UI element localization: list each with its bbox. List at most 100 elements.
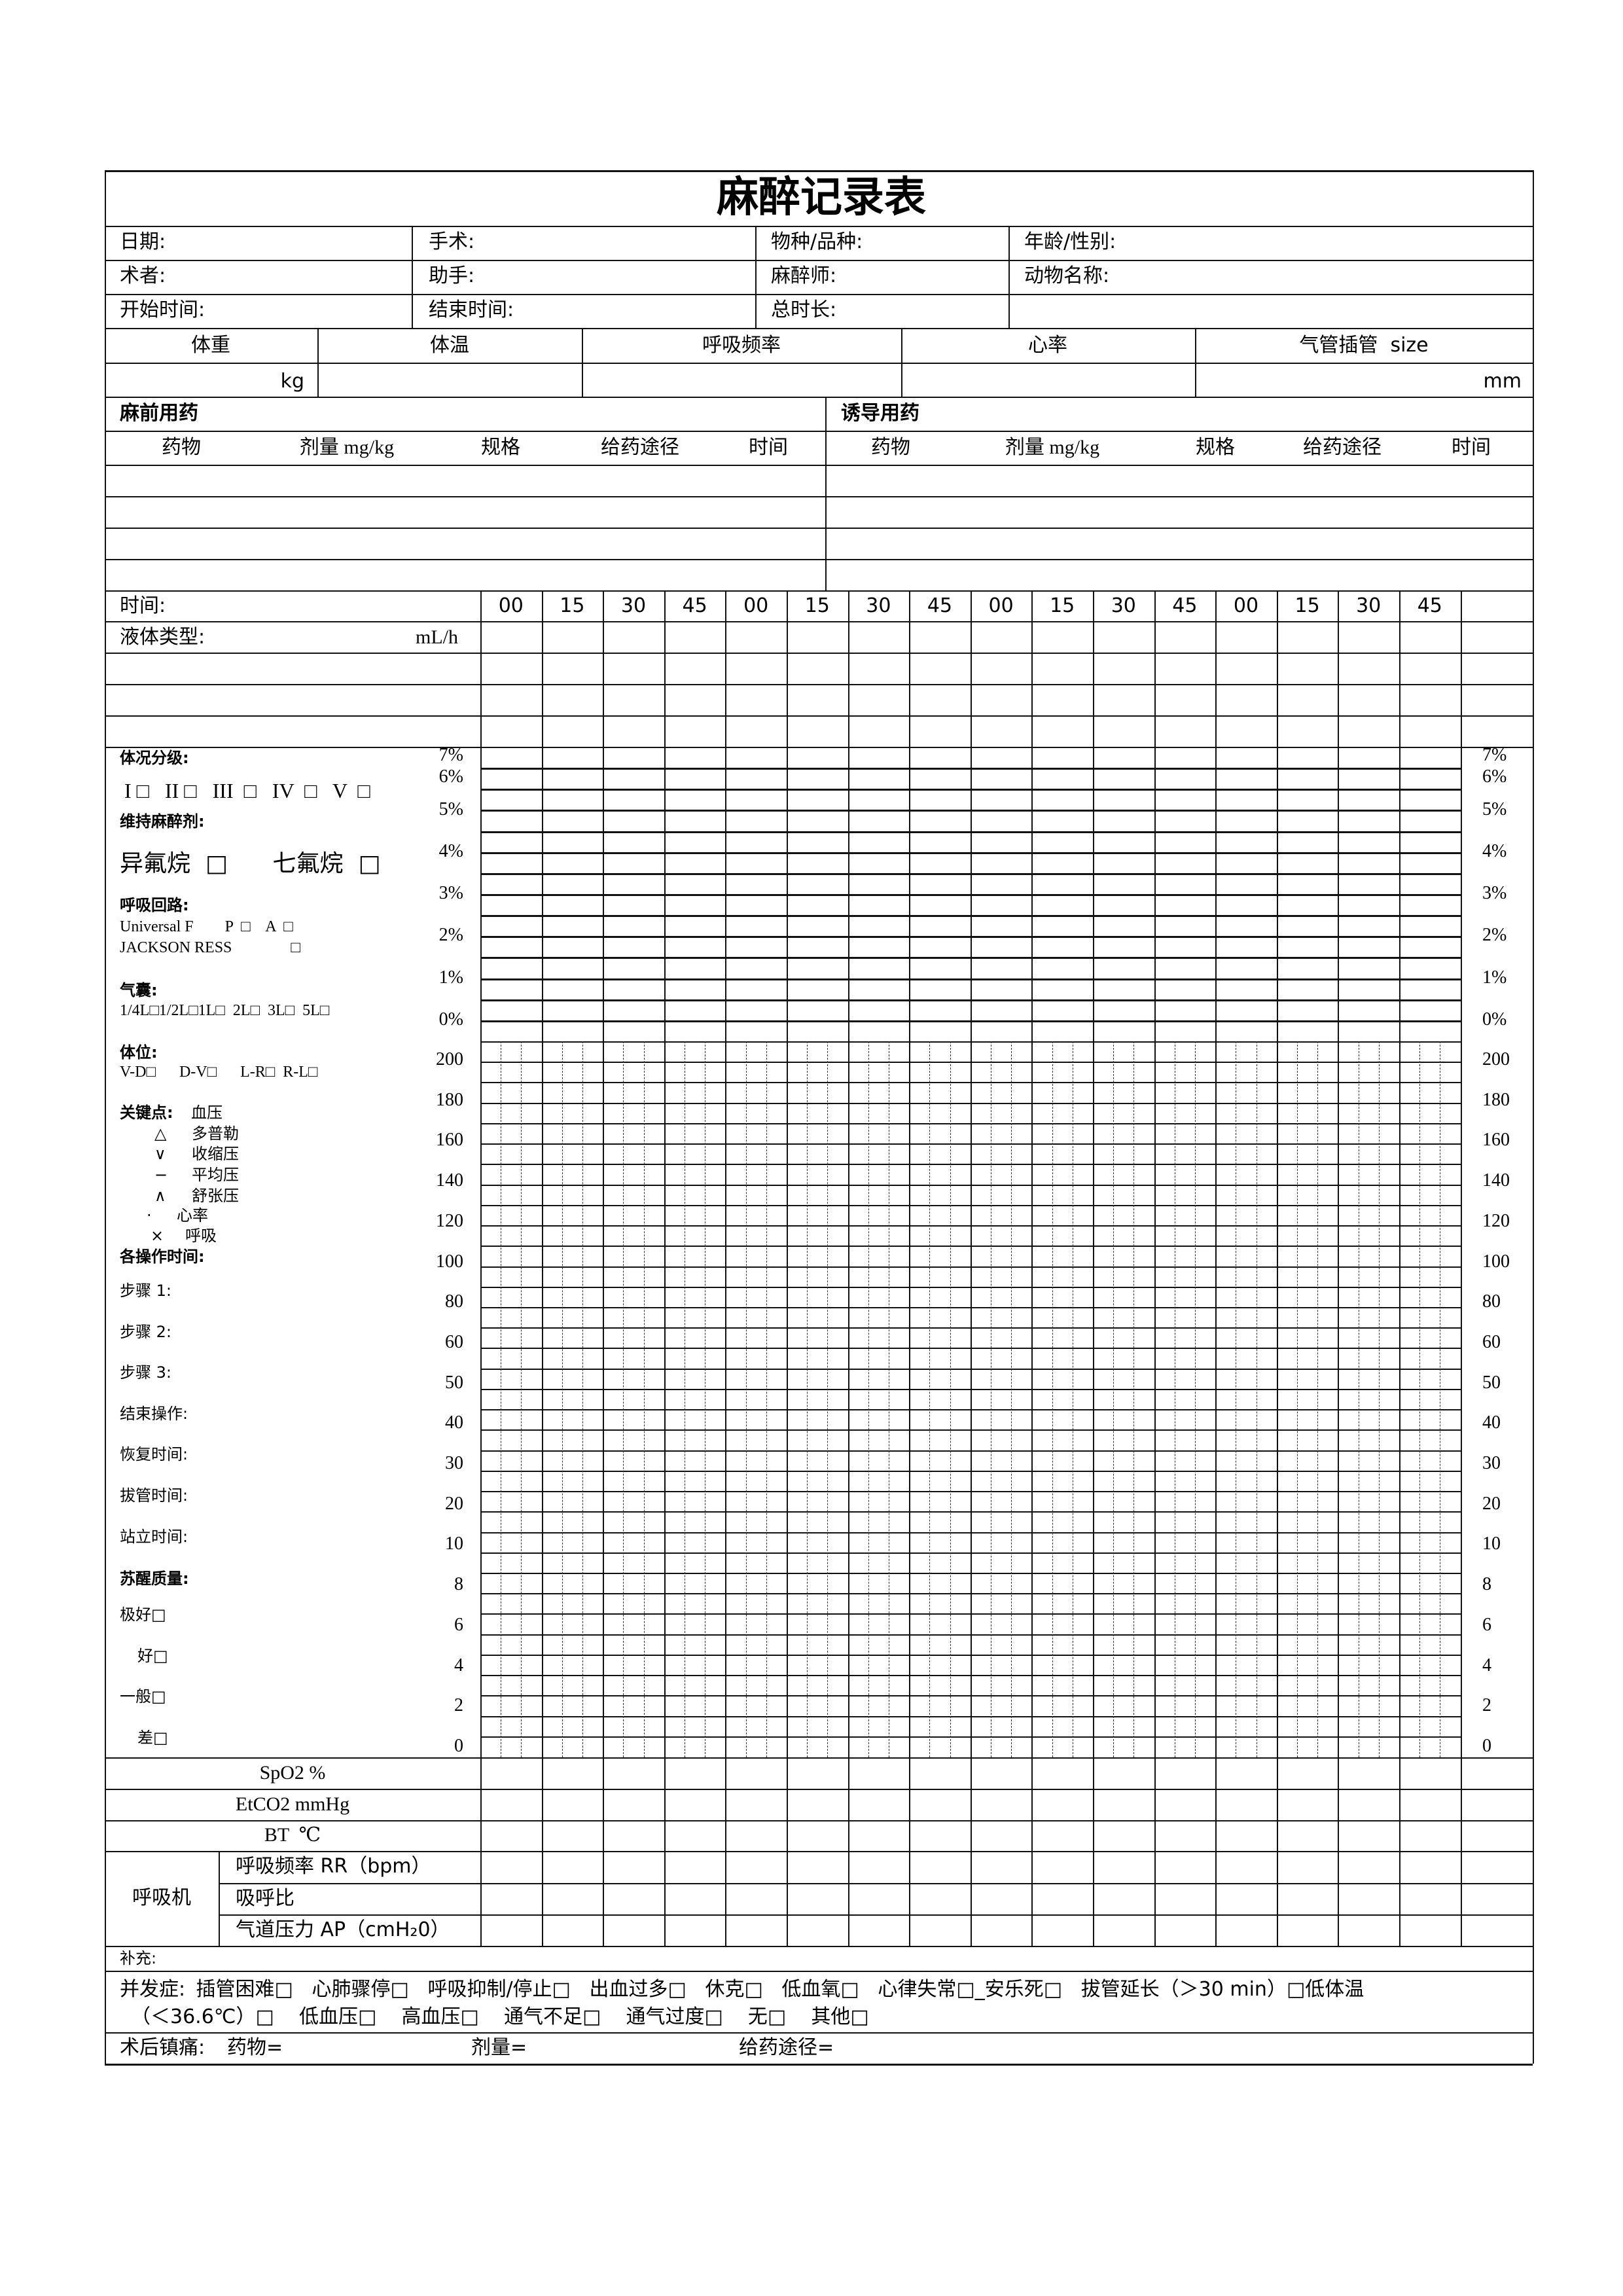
premed-col-route: 给药途径 (601, 436, 679, 459)
vent-airway-pressure-label: 气道压力 AP（cmH₂0） (236, 1918, 450, 1941)
grid-line (480, 1225, 1461, 1227)
grid-line (105, 363, 1533, 364)
tube-size-header: 气管插管 size (1299, 334, 1429, 357)
bag-title: 气囊: (120, 981, 158, 999)
grid-line (480, 1675, 1461, 1677)
grid-line (412, 226, 413, 328)
value-tick-right: 50 (1482, 1372, 1501, 1393)
maintenance-checkboxes[interactable]: 异氟烷 □ 七氟烷 □ (120, 850, 381, 877)
bag-checkboxes[interactable]: 1/4L□1/2L□1L□ 2L□ 3L□ 5L□ (120, 1002, 330, 1019)
grid-line (970, 590, 972, 1946)
grid-line (480, 1736, 1461, 1738)
percent-tick-left: 0% (438, 1009, 463, 1030)
op-step-1[interactable]: 步骤 1: (120, 1282, 171, 1300)
grid-line (480, 872, 1461, 875)
age-sex-field-label[interactable]: 年龄/性别: (1024, 230, 1116, 253)
op-extubation-time[interactable]: 拔管时间: (120, 1486, 188, 1505)
value-tick-left: 40 (445, 1412, 463, 1433)
percent-tick-right: 6% (1482, 766, 1507, 787)
value-tick-right: 30 (1482, 1453, 1501, 1473)
animal-name-field-label[interactable]: 动物名称: (1024, 264, 1110, 287)
value-tick-right: 40 (1482, 1412, 1501, 1433)
form-title: 麻醉记录表 (717, 173, 926, 222)
grid-line (480, 1082, 1461, 1084)
grid-line (105, 559, 1533, 560)
grid-line (105, 431, 1533, 432)
grid-line (105, 1789, 1533, 1790)
grid-line (219, 1851, 220, 1946)
circuit-universal-f[interactable]: Universal F P □ A □ (120, 918, 293, 935)
complications-options-line1[interactable]: 插管困难□ 心肺骤停□ 呼吸抑制/停止□ 出血过多□ 休克□ 低血氧□ 心律失常… (190, 1978, 1364, 2001)
date-field-label[interactable]: 日期: (120, 230, 166, 253)
grid-line (480, 1306, 1461, 1308)
position-checkboxes[interactable]: V-D□ D-V□ L-R□ R-L□ (120, 1064, 318, 1081)
recovery-poor-checkbox[interactable]: 差□ (137, 1729, 168, 1747)
assistant-field-label[interactable]: 助手: (429, 264, 475, 287)
percent-tick-left: 5% (438, 799, 463, 819)
grid-dash-line (1133, 1041, 1135, 1757)
surgery-field-label[interactable]: 手术: (429, 230, 475, 253)
value-tick-right: 20 (1482, 1493, 1501, 1514)
total-duration-field-label[interactable]: 总时长: (771, 298, 837, 321)
grid-line (105, 2032, 1533, 2034)
recovery-fair-checkbox[interactable]: 一般□ (120, 1687, 166, 1706)
grid-line (480, 1246, 1461, 1247)
recovery-excellent-checkbox[interactable]: 极好□ (120, 1605, 166, 1624)
grid-line (480, 1204, 1461, 1206)
start-time-field-label[interactable]: 开始时间: (120, 298, 205, 321)
op-standing-time[interactable]: 站立时间: (120, 1528, 188, 1546)
time-label: 30 (620, 594, 647, 617)
grid-line (480, 1143, 1461, 1145)
grid-dash-line (623, 1041, 624, 1757)
anesthetist-field-label[interactable]: 麻醉师: (771, 264, 837, 287)
premed-col-time: 时间 (749, 436, 788, 459)
value-tick-right: 6 (1482, 1614, 1491, 1635)
grid-line (105, 653, 1533, 654)
asa-checkboxes[interactable]: I □ II □ III □ IV □ V □ (124, 779, 370, 802)
grid-line (480, 1593, 1461, 1595)
analgesia-drug-field[interactable]: 药物= (227, 2036, 283, 2059)
op-step-3[interactable]: 步骤 3: (120, 1363, 171, 1382)
grid-dash-line (1052, 1041, 1053, 1757)
grid-dash-line (745, 1041, 747, 1757)
grid-line (755, 226, 757, 328)
grid-line (105, 397, 1533, 398)
premed-col-drug: 药物 (162, 436, 201, 459)
heart-rate-header: 心率 (1028, 334, 1067, 357)
time-label: 45 (927, 594, 953, 617)
complications-options-line2[interactable]: （＜36.6℃）□ 低血压□ 高血压□ 通气不足□ 通气过度□ 无□ 其他□ (131, 2005, 869, 2028)
grid-line (725, 590, 727, 1946)
legend-systolic: 收缩压 (192, 1145, 239, 1163)
grid-line (1399, 590, 1400, 1946)
analgesia-label: 术后镇痛: (120, 2036, 205, 2059)
grid-dash-line (1419, 1041, 1421, 1757)
op-step-2[interactable]: 步骤 2: (120, 1323, 171, 1341)
percent-tick-right: 3% (1482, 883, 1507, 903)
value-tick-left: 20 (445, 1493, 463, 1514)
legend-doppler: 多普勒 (192, 1124, 239, 1143)
legend-mean: 平均压 (192, 1166, 239, 1184)
grid-line (1154, 590, 1156, 1946)
grid-line (480, 1388, 1461, 1390)
end-time-field-label[interactable]: 结束时间: (429, 298, 514, 321)
value-tick-right: 80 (1482, 1291, 1501, 1312)
value-tick-right: 10 (1482, 1534, 1501, 1554)
analgesia-route-field[interactable]: 给药途径= (739, 2036, 834, 2059)
grid-line (105, 1946, 1533, 1947)
grid-line (105, 260, 1533, 261)
grid-line (909, 590, 911, 1946)
time-label: 15 (1294, 594, 1320, 617)
grid-line (1008, 226, 1010, 328)
recovery-good-checkbox[interactable]: 好□ (137, 1647, 168, 1665)
diastolic-symbol-icon: ∧ (154, 1187, 166, 1205)
surgeon-field-label[interactable]: 术者: (120, 264, 166, 287)
circuit-jackson-ress[interactable]: JACKSON RESS □ (120, 939, 300, 956)
percent-tick-right: 5% (1482, 799, 1507, 819)
op-recovery-time[interactable]: 恢复时间: (120, 1445, 188, 1463)
grid-line (1215, 590, 1217, 1946)
op-end[interactable]: 结束操作: (120, 1405, 188, 1423)
value-tick-left: 10 (445, 1534, 463, 1554)
analgesia-dose-field[interactable]: 剂量= (471, 2036, 527, 2059)
supplement-label[interactable]: 补充: (120, 1949, 157, 1967)
species-breed-field-label[interactable]: 物种/品种: (771, 230, 863, 253)
